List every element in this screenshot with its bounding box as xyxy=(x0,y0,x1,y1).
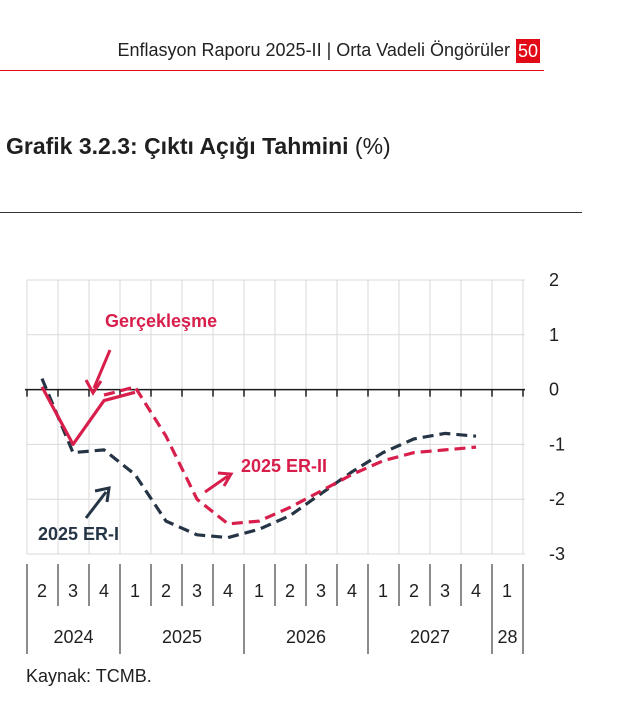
y-tick-label: 2 xyxy=(549,270,559,290)
x-quarter-label: 1 xyxy=(502,581,512,601)
x-quarter-label: 3 xyxy=(192,581,202,601)
x-year-label: 28 xyxy=(497,627,517,647)
x-quarter-label: 2 xyxy=(409,581,419,601)
arrow-2025-er-ii xyxy=(204,474,229,494)
annotation-2025-er-ii: 2025 ER-II xyxy=(241,456,327,476)
grid xyxy=(26,279,525,555)
y-tick-label: -3 xyxy=(549,544,565,564)
page-number: 50 xyxy=(515,39,540,63)
arrow-gerceklesme xyxy=(92,349,112,389)
x-quarter-label: 4 xyxy=(347,581,357,601)
report-header: Enflasyon Raporu 2025-II | Orta Vadeli Ö… xyxy=(0,36,544,71)
figure-source: Kaynak: TCMB. xyxy=(26,666,152,686)
figure-title-text: Grafik 3.2.3: Çıktı Açığı Tahmini xyxy=(6,133,349,159)
x-quarter-label: 4 xyxy=(471,581,481,601)
series-line-2025-er-ii xyxy=(103,385,477,526)
y-tick-label: 1 xyxy=(549,325,559,345)
x-quarter-label: 3 xyxy=(316,581,326,601)
annotations: Gerçekleşme 2025 ER-II 2025 ER-I xyxy=(38,311,327,544)
figure-unit: (%) xyxy=(354,133,391,159)
tick-labels: 2 1 0 -1 -2 -3 2 3 4 1 2 3 4 1 2 3 4 1 2 3 4 1 2024 2025 2026 202… xyxy=(37,270,565,647)
y-tick-label: 0 xyxy=(549,380,559,400)
annotation-2025-er-i: 2025 ER-I xyxy=(38,524,119,544)
x-quarter-label: 3 xyxy=(440,581,450,601)
arrowhead-2025-er-ii xyxy=(217,471,234,487)
series-line-gerçekleşme xyxy=(40,386,136,446)
y-tick-label: -1 xyxy=(549,434,565,454)
figure-title: Grafik 3.2.3: Çıktı Açığı Tahmini (%) xyxy=(6,133,391,160)
axes xyxy=(25,388,525,654)
x-quarter-label: 3 xyxy=(68,581,78,601)
series-lines xyxy=(40,377,477,540)
annotation-gerceklesme: Gerçekleşme xyxy=(105,311,217,331)
x-quarter-label: 1 xyxy=(254,581,264,601)
title-divider xyxy=(0,212,582,213)
x-quarter-label: 1 xyxy=(378,581,388,601)
x-year-label: 2027 xyxy=(410,627,450,647)
report-title: Enflasyon Raporu 2025-II | Orta Vadeli Ö… xyxy=(117,40,510,60)
series-line-2025-er-i xyxy=(40,377,477,540)
arrowhead-gerceklesme xyxy=(84,379,103,396)
x-quarter-label: 4 xyxy=(223,581,233,601)
x-quarter-label: 4 xyxy=(99,581,109,601)
arrow-2025-er-i xyxy=(84,491,108,519)
x-quarter-label: 2 xyxy=(37,581,47,601)
x-quarter-label: 2 xyxy=(161,581,171,601)
y-tick-label: -2 xyxy=(549,489,565,509)
x-year-label: 2024 xyxy=(53,627,93,647)
x-year-label: 2025 xyxy=(162,627,202,647)
output-gap-chart: 2 1 0 -1 -2 -3 2 3 4 1 2 3 4 1 2 3 4 1 2 3 4 1 2024 2025 2026 202… xyxy=(25,270,565,654)
x-quarter-label: 1 xyxy=(130,581,140,601)
x-quarter-label: 2 xyxy=(285,581,295,601)
x-year-label: 2026 xyxy=(286,627,326,647)
arrowhead-2025-er-i xyxy=(94,486,111,503)
